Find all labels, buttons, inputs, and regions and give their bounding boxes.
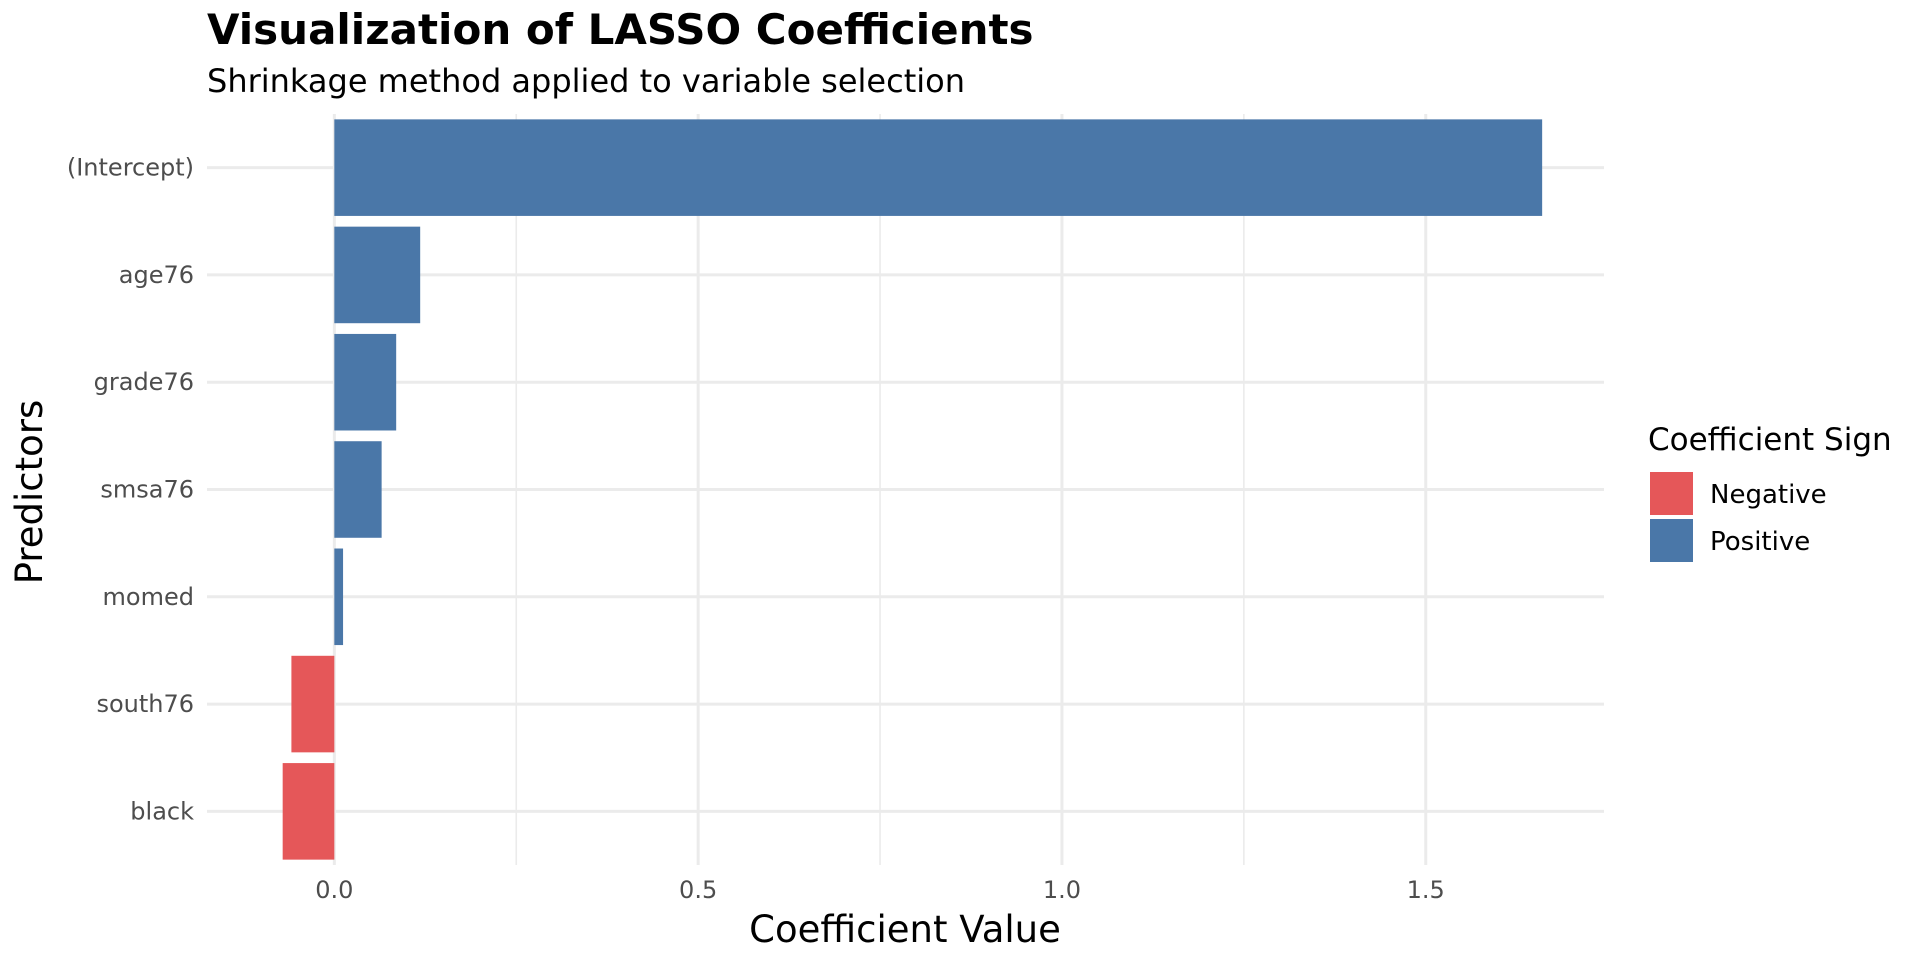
bar-south76 [291,655,335,753]
chart-subtitle: Shrinkage method applied to variable sel… [207,62,965,100]
y-axis-ticks: (Intercept) age76 grade76 smsa76 momed south7… [67,154,194,826]
bar-momed [334,548,344,646]
bars [282,119,1543,860]
y-tick-label: momed [103,583,194,611]
y-tick-label: (Intercept) [67,154,194,182]
grid [207,114,1604,865]
x-axis-ticks: 0.0 0.5 1.0 1.5 [315,876,1445,904]
chart-title: Visualization of LASSO Coefficients [207,5,1034,54]
x-axis-title: Coefficient Value [749,908,1061,951]
bar-smsa76 [334,441,382,538]
y-axis-title: Predictors [8,400,51,585]
legend: Coefficient Sign Negative Positive [1648,422,1892,562]
legend-swatch-negative [1650,472,1693,515]
legend-label-positive: Positive [1710,527,1810,557]
legend-label-negative: Negative [1710,480,1827,510]
x-tick-label: 0.0 [315,876,353,904]
y-tick-label: south76 [96,690,194,718]
x-tick-label: 0.5 [679,876,717,904]
bar-age76 [334,226,421,324]
legend-swatch-positive [1650,519,1693,562]
bar-intercept [334,119,1543,216]
y-tick-label: grade76 [94,368,194,396]
y-tick-label: black [130,797,194,825]
y-tick-label: age76 [119,261,194,289]
x-tick-label: 1.5 [1407,876,1445,904]
x-tick-label: 1.0 [1043,876,1081,904]
bar-black [282,763,335,860]
y-tick-label: smsa76 [100,476,194,504]
legend-title: Coefficient Sign [1648,422,1892,458]
bar-grade76 [334,333,397,431]
